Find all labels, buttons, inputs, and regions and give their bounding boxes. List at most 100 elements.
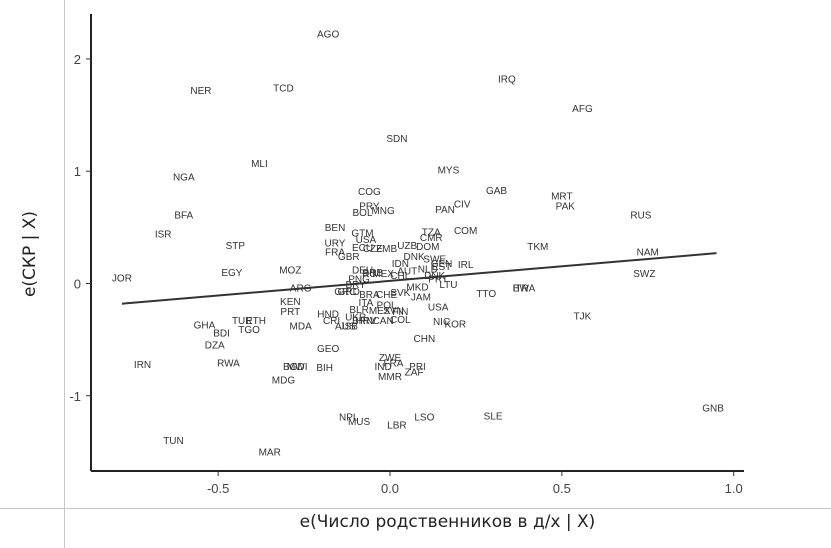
data-point-label: DEU [352, 266, 373, 277]
data-point-label: SLE [484, 411, 503, 422]
data-point-label: ISR [155, 230, 172, 241]
data-point-label: BRA [359, 290, 380, 301]
data-point-label: URY [325, 239, 346, 250]
data-point-label: ZWE [379, 353, 402, 364]
data-point-label: LSO [414, 413, 434, 424]
data-point-label: PRY [359, 202, 380, 213]
data-point-label: BRY [345, 280, 366, 291]
data-point-label: LTU [439, 280, 457, 291]
data-point-label: BIH [316, 363, 333, 374]
data-point-label: USA [428, 303, 449, 314]
data-point-label: CZE [363, 244, 383, 255]
data-point-label: TKM [527, 242, 548, 253]
data-point-label: BDI [213, 328, 230, 339]
data-point-label: AUT [397, 267, 417, 278]
data-point-label: TCD [273, 84, 294, 95]
data-point-label: FIN [392, 307, 408, 318]
data-point-label: MWI [287, 362, 308, 373]
data-point-label: SVK [390, 288, 410, 299]
data-point-label: GHA [194, 321, 216, 332]
fit-line [121, 252, 717, 305]
data-point-label: NLD [418, 264, 438, 275]
data-point-label: RWA [217, 359, 240, 370]
data-point-label: IND [375, 362, 392, 373]
data-point-label: PNG [348, 274, 370, 285]
data-point-label: CRI [323, 316, 340, 327]
data-point-label: ITA [359, 298, 374, 309]
data-point-label: EGY [221, 268, 242, 279]
data-point-label: ECU [352, 243, 373, 254]
data-point-label: TJK [574, 312, 592, 323]
data-point-label: SWE [423, 254, 446, 265]
data-point-label: PAK [556, 202, 576, 213]
data-point-label: SRB [363, 268, 384, 279]
data-point-label: AGO [317, 30, 339, 41]
data-point-label: CHL [390, 271, 410, 282]
data-point-label: SWZ [633, 269, 655, 280]
data-point-label: MDG [272, 376, 296, 387]
data-point-label: ZMB [376, 244, 397, 255]
data-point-label: MEX [369, 306, 391, 317]
data-point-label: CHN [414, 334, 436, 345]
data-point-label: CAN [373, 316, 394, 327]
data-point-label: MLI [251, 159, 268, 170]
data-point-label: COL [390, 315, 411, 326]
data-point-label: GBR [338, 252, 360, 263]
data-point-label: IRL [458, 260, 474, 271]
x-tick-label: 1.0 [725, 481, 743, 496]
data-point-label: UKR [345, 313, 366, 324]
data-point-label: NPL [339, 413, 359, 424]
data-point-label: PRI [409, 362, 426, 373]
x-axis-label: e(Число родственников в д/х | X) [299, 512, 596, 532]
data-point-label: PRT [428, 274, 448, 285]
data-point-label: NER [190, 86, 211, 97]
data-point-label: AUS [335, 322, 356, 333]
data-point-label: BEN [325, 223, 346, 234]
data-point-label: COG [358, 187, 381, 198]
x-tick-label: -0.5 [207, 481, 229, 496]
data-point-label: GAB [486, 186, 507, 197]
y-tick-label: 1 [74, 164, 81, 179]
data-point-label: TTO [476, 289, 496, 300]
data-point-label: GEN [431, 259, 453, 270]
data-point-label: MOZ [279, 266, 301, 277]
y-tick-label: -1 [69, 389, 81, 404]
frame-vertical-divider [64, 0, 65, 548]
data-point-label: CIV [454, 199, 471, 210]
data-point-label: POL [377, 300, 397, 311]
data-point-label: CMR [420, 233, 443, 244]
frame-horizontal-divider [0, 508, 831, 509]
data-point-label: BRN [352, 316, 373, 327]
data-point-label: PRT [280, 307, 300, 318]
data-point-label: MNG [371, 206, 395, 217]
data-point-label: LBR [387, 420, 406, 431]
data-point-label: TGO [238, 325, 260, 336]
data-point-label: BOL [353, 208, 373, 219]
data-point-label: BWA [513, 283, 536, 294]
data-point-label: MUS [348, 417, 371, 428]
data-point-label: DNK [424, 271, 445, 282]
data-point-label: KEN [280, 297, 301, 308]
data-point-label: JOR [112, 273, 132, 284]
data-point-label: BGD [283, 362, 305, 373]
data-point-label: ZAF [405, 368, 424, 379]
data-point-label: FRA [325, 248, 345, 259]
data-point-label: DZA [205, 341, 225, 352]
data-point-label: RU [362, 269, 376, 280]
data-point-label: EST [432, 262, 451, 273]
data-point-label: MRT [551, 191, 572, 202]
data-point-label: JSB [340, 322, 359, 333]
data-point-label: ARG [290, 283, 312, 294]
data-point-label: TUN [163, 436, 184, 447]
data-point-label: GEO [317, 344, 339, 355]
data-point-label: GRC [334, 287, 356, 298]
data-point-label: KOR [444, 319, 466, 330]
data-point-label: USA [356, 235, 377, 246]
data-point-label: BFA [174, 210, 193, 221]
data-point-label: NAM [637, 248, 659, 259]
data-point-label: IRQ [498, 75, 516, 86]
y-tick-label: 2 [74, 52, 81, 67]
data-point-label: NIC [433, 317, 450, 328]
data-point-label: IDN [392, 259, 409, 270]
